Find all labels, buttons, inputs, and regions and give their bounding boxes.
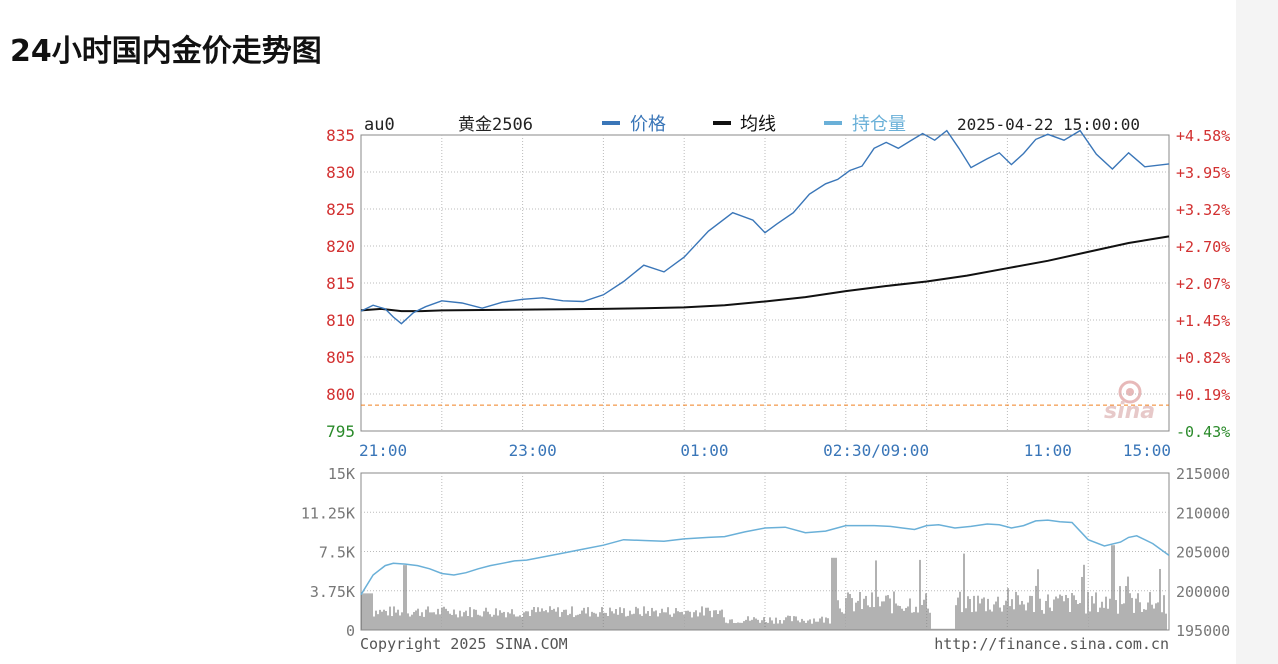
oi-tick-label: 215000 — [1176, 465, 1230, 483]
sina-logo-icon: sina — [1104, 380, 1155, 424]
price-tick-label: 825 — [326, 200, 355, 219]
volume-tick-label: 15K — [328, 465, 355, 483]
footer-url: http://finance.sina.com.cn — [934, 635, 1169, 653]
page-side-strip — [1236, 0, 1278, 664]
price-tick-label: 815 — [326, 274, 355, 293]
chart-contract-name: 黄金2506 — [458, 115, 533, 135]
chart-datetime: 2025-04-22 15:00:00 — [957, 115, 1140, 134]
time-tick-label: 21:00 — [359, 441, 407, 460]
watermark-text: sina — [1104, 399, 1155, 424]
pct-tick-label: +2.70% — [1176, 238, 1230, 256]
average-price-line — [360, 235, 1170, 313]
pct-tick-label: +3.95% — [1176, 164, 1230, 182]
pct-tick-label: +4.58% — [1176, 127, 1230, 145]
volume-tick-label: 11.25K — [301, 504, 355, 522]
pct-tick-label: +1.45% — [1176, 312, 1230, 330]
time-tick-label: 01:00 — [680, 441, 728, 460]
price-line — [360, 129, 1170, 325]
chart-symbol: au0 — [364, 115, 395, 135]
time-tick-label: 15:00 — [1123, 441, 1171, 460]
price-grid — [361, 135, 1169, 431]
price-tick-label: 830 — [326, 163, 355, 182]
pct-axis-right: +4.58% +3.95% +3.32% +2.70% +2.07% +1.45% +0.8… — [1176, 127, 1230, 441]
price-tick-label: 810 — [326, 311, 355, 330]
price-tick-label: 795 — [326, 422, 355, 441]
price-tick-label: 805 — [326, 348, 355, 367]
pct-tick-label: -0.43% — [1176, 423, 1230, 441]
time-axis: 21:00 23:00 01:00 02:30/09:00 11:00 15:00 — [359, 441, 1171, 460]
legend-price-label: 价格 — [630, 114, 666, 135]
oi-axis-right: 215000 210000 205000 200000 195000 — [1176, 465, 1230, 640]
footer-copyright: Copyright 2025 SINA.COM — [360, 635, 568, 653]
pct-tick-label: +0.82% — [1176, 349, 1230, 367]
open-interest-line — [360, 519, 1170, 596]
legend-avg-label: 均线 — [740, 114, 776, 135]
page-title: 24小时国内金价走势图 — [10, 34, 322, 69]
legend-oi-label: 持仓量 — [852, 114, 906, 135]
legend-avg-swatch — [713, 121, 731, 125]
time-tick-label: 02:30/09:00 — [823, 441, 929, 460]
time-tick-label: 11:00 — [1024, 441, 1072, 460]
pct-tick-label: +3.32% — [1176, 201, 1230, 219]
pct-tick-label: +0.19% — [1176, 386, 1230, 404]
volume-tick-label: 7.5K — [319, 544, 355, 562]
volume-axis-left: 15K 11.25K 7.5K 3.75K 0 — [301, 465, 355, 640]
volume-tick-label: 0 — [346, 622, 355, 640]
volume-grid — [361, 473, 1169, 630]
volume-bars — [361, 545, 1167, 630]
time-tick-label: 23:00 — [509, 441, 557, 460]
volume-tick-label: 3.75K — [310, 583, 355, 601]
price-tick-label: 820 — [326, 237, 355, 256]
oi-tick-label: 195000 — [1176, 622, 1230, 640]
price-tick-label: 835 — [326, 126, 355, 145]
legend-price-swatch — [602, 121, 620, 125]
price-axis-left: 835 830 825 820 815 810 805 800 795 — [326, 126, 355, 441]
oi-tick-label: 200000 — [1176, 583, 1230, 601]
price-tick-label: 800 — [326, 385, 355, 404]
pct-tick-label: +2.07% — [1176, 275, 1230, 293]
legend-oi-swatch — [824, 121, 842, 125]
oi-tick-label: 205000 — [1176, 544, 1230, 562]
oi-tick-label: 210000 — [1176, 504, 1230, 522]
